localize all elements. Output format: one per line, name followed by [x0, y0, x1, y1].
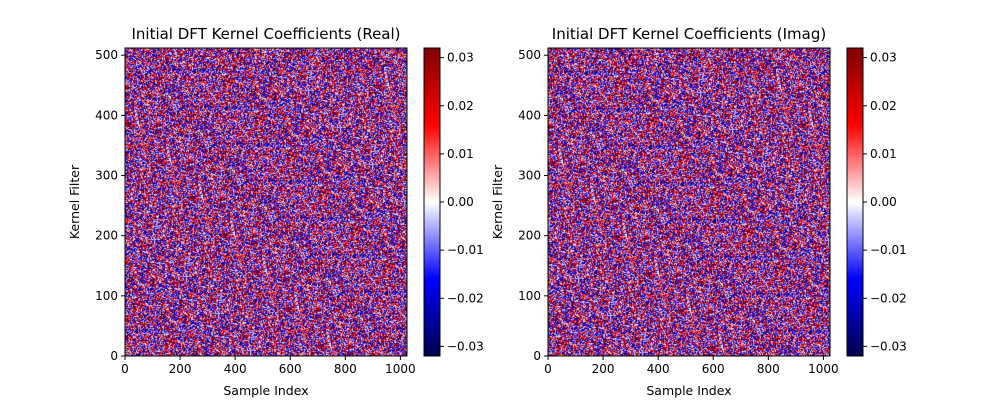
colorbar-tick-label: −0.02: [447, 291, 484, 305]
y-tick-label: 500: [518, 48, 541, 62]
x-tick-label: 600: [702, 362, 725, 376]
chart-title: Initial DFT Kernel Coefficients (Imag): [552, 25, 826, 43]
plot-frame-1: [547, 47, 831, 357]
colorbar-tick-label: 0.02: [870, 99, 897, 113]
y-tick-label: 400: [518, 108, 541, 122]
plot-frame-0: [124, 47, 408, 357]
y-tick-label: 300: [95, 169, 118, 183]
colorbar-tick-label: −0.01: [447, 243, 484, 257]
colorbar-tick-label: 0.00: [447, 195, 474, 209]
heatmap-image-1: [548, 48, 830, 356]
colorbar-tick-label: −0.03: [447, 339, 484, 353]
colorbar-tick-label: −0.03: [870, 339, 907, 353]
colorbar-tick-label: 0.03: [870, 51, 897, 65]
y-tick-label: 400: [95, 108, 118, 122]
y-tick-label: 100: [518, 289, 541, 303]
x-axis-label: Sample Index: [646, 383, 731, 398]
x-tick-label: 0: [121, 362, 129, 376]
x-tick-label: 400: [647, 362, 670, 376]
y-tick-label: 100: [95, 289, 118, 303]
y-tick-label: 0: [533, 349, 541, 363]
x-axis-label: Sample Index: [223, 383, 308, 398]
x-tick-label: 200: [592, 362, 615, 376]
x-tick-label: 0: [544, 362, 552, 376]
x-tick-label: 200: [169, 362, 192, 376]
colorbar-tick-label: −0.02: [870, 291, 907, 305]
colorbar: [424, 48, 440, 356]
x-tick-label: 800: [334, 362, 357, 376]
x-tick-label: 1000: [385, 362, 416, 376]
y-tick-label: 0: [110, 349, 118, 363]
x-tick-label: 800: [757, 362, 780, 376]
x-tick-label: 400: [224, 362, 247, 376]
colorbar-tick-label: 0.00: [870, 195, 897, 209]
heatmap-image-0: [125, 48, 407, 356]
y-tick-label: 300: [518, 169, 541, 183]
y-axis-label: Kernel Filter: [67, 164, 82, 239]
colorbar-tick-label: 0.03: [447, 51, 474, 65]
colorbar-tick-label: −0.01: [870, 243, 907, 257]
y-tick-label: 500: [95, 48, 118, 62]
y-tick-label: 200: [95, 229, 118, 243]
x-tick-label: 1000: [808, 362, 839, 376]
colorbar-tick-label: 0.02: [447, 99, 474, 113]
colorbar-tick-label: 0.01: [870, 147, 897, 161]
y-tick-label: 200: [518, 229, 541, 243]
colorbar: [847, 48, 863, 356]
x-tick-label: 600: [279, 362, 302, 376]
chart-title: Initial DFT Kernel Coefficients (Real): [131, 25, 400, 43]
colorbar-tick-label: 0.01: [447, 147, 474, 161]
y-axis-label: Kernel Filter: [490, 164, 505, 239]
